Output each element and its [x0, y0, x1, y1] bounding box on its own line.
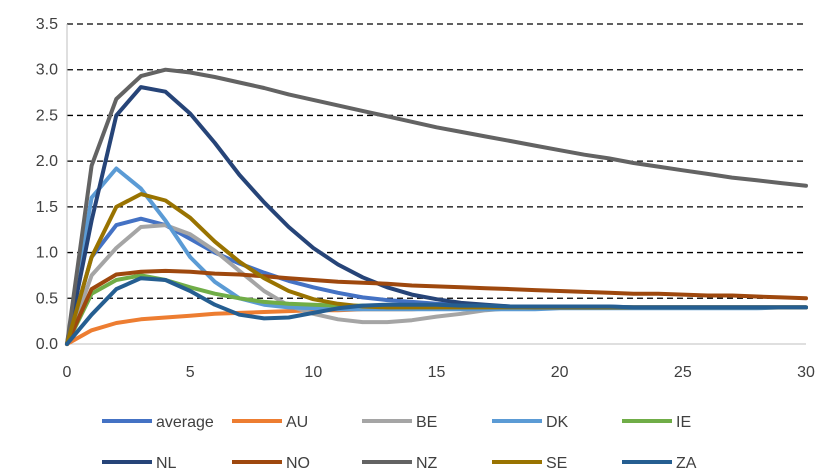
y-tick-label: 3.5 [36, 16, 58, 33]
legend-label-za: ZA [676, 455, 697, 472]
series-line-nz [65, 67, 808, 346]
x-tick-label: 20 [551, 364, 569, 381]
x-axis-ticks: 0 5 10 15 20 25 30 [63, 364, 815, 381]
x-tick-label: 25 [674, 364, 692, 381]
y-tick-label: 0.0 [36, 336, 58, 353]
y-tick-label: 2.0 [36, 153, 58, 170]
x-tick-label: 0 [63, 364, 72, 381]
series-line-se [65, 192, 808, 346]
legend-label-nz: NZ [416, 455, 438, 472]
series-line-za [65, 276, 808, 346]
series-line-no [65, 268, 808, 346]
y-axis-ticks: 0.0 0.5 1.0 1.5 2.0 2.5 3.0 3.5 [36, 16, 58, 353]
gridlines [67, 23, 806, 299]
axes [66, 24, 806, 345]
y-tick-label: 1.0 [36, 245, 58, 262]
legend-label-nl: NL [156, 455, 177, 472]
y-tick-label: 1.5 [36, 199, 58, 216]
x-tick-label: 30 [797, 364, 815, 381]
x-tick-label: 5 [186, 364, 195, 381]
series-lines [65, 67, 808, 346]
y-tick-label: 0.5 [36, 290, 58, 307]
legend-label-dk: DK [546, 414, 569, 431]
legend-label-ie: IE [676, 414, 691, 431]
y-tick-label: 3.0 [36, 62, 58, 79]
y-tick-label: 2.5 [36, 107, 58, 124]
x-tick-label: 10 [304, 364, 322, 381]
legend-label-au: AU [286, 414, 308, 431]
legend-label-be: BE [416, 414, 437, 431]
legend-label-se: SE [546, 455, 567, 472]
legend: average AU BE DK IE NL NO NZ SE ZA [102, 414, 697, 472]
x-tick-label: 15 [428, 364, 446, 381]
legend-label-no: NO [286, 455, 310, 472]
legend-label-average: average [156, 414, 214, 431]
series-line-au [65, 305, 808, 346]
